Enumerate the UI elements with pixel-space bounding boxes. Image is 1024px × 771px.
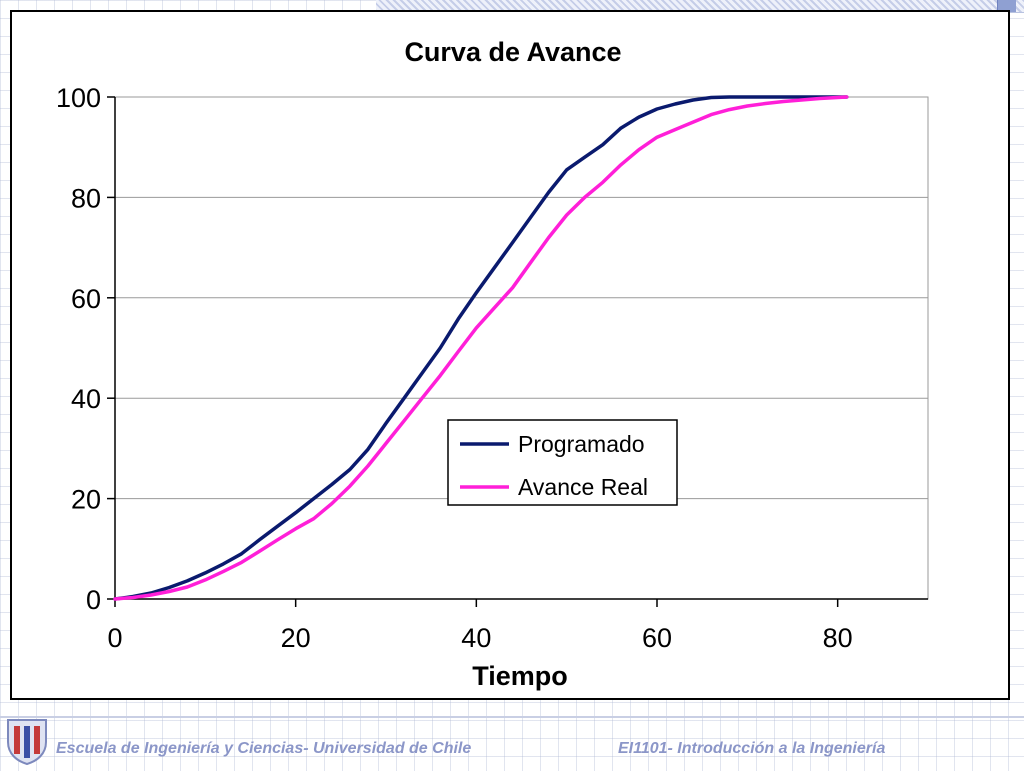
y-tick-label-100: 100 xyxy=(56,83,101,113)
footer-rule xyxy=(0,716,1024,718)
x-axis-title: Tiempo xyxy=(472,661,568,691)
y-tick-label-60: 60 xyxy=(71,284,101,314)
legend-label-avance-real: Avance Real xyxy=(518,474,648,500)
series-line-programado xyxy=(113,95,849,601)
legend-label-programado: Programado xyxy=(518,431,645,457)
footer-course: EI1101- Introducción a la Ingeniería xyxy=(618,740,886,757)
x-tick-label-20: 20 xyxy=(281,623,311,653)
x-tick-label-60: 60 xyxy=(642,623,672,653)
line-chart: Curva de Avance Tiempo 0 20 40 60 80 100 0 20 40… xyxy=(56,37,929,691)
x-tick-label-40: 40 xyxy=(461,623,491,653)
chart-title: Curva de Avance xyxy=(404,37,621,67)
slide-footer: Escuela de Ingeniería y Ciencias- Univer… xyxy=(0,708,1024,768)
university-logo xyxy=(4,716,50,766)
y-tick-label-20: 20 xyxy=(71,485,101,515)
x-tick-label-0: 0 xyxy=(107,623,122,653)
legend-box xyxy=(447,419,678,506)
footer-institution: Escuela de Ingeniería y Ciencias- Univer… xyxy=(56,740,472,757)
x-tick-label-80: 80 xyxy=(823,623,853,653)
y-tick-label-80: 80 xyxy=(71,183,101,213)
y-tick-label-40: 40 xyxy=(71,384,101,414)
plot-area xyxy=(114,96,929,600)
chart-frame: Curva de Avance Tiempo 0 20 40 60 80 100 0 20 40… xyxy=(10,10,1010,700)
series-line-avance-real xyxy=(113,95,849,601)
y-tick-label-0: 0 xyxy=(86,585,101,615)
